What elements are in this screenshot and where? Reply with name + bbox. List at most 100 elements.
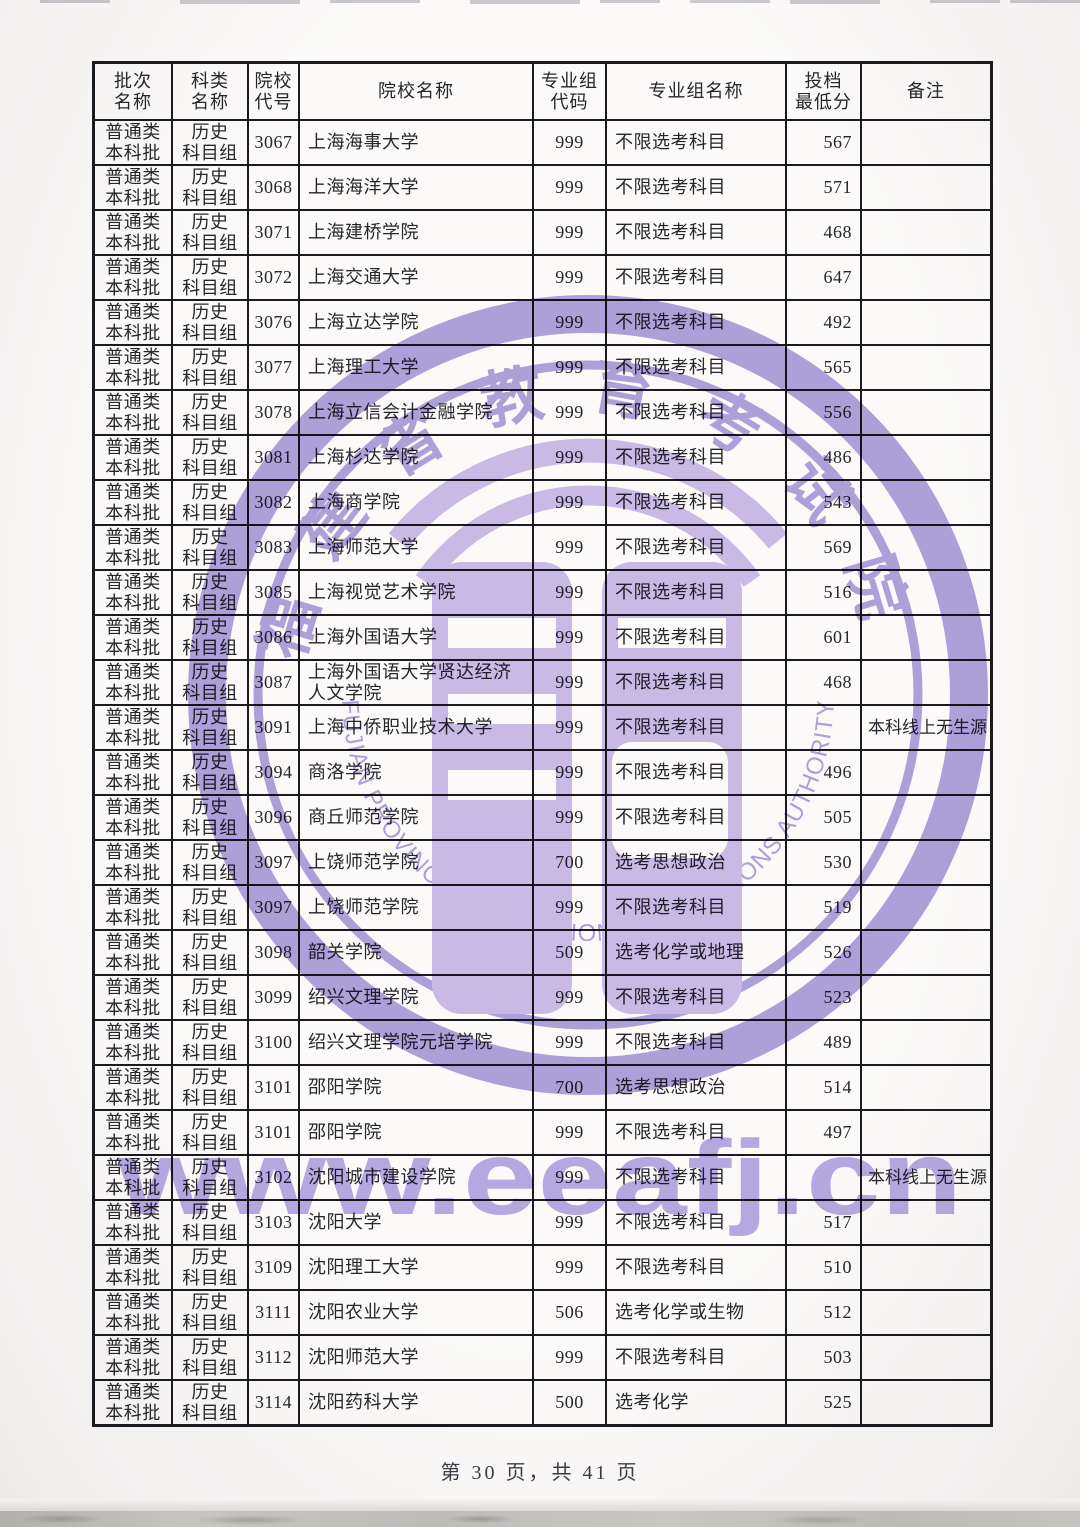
table-group-code: 999 [532, 299, 605, 344]
page-indicator: 第 30 页，共 41 页 [440, 1462, 640, 1484]
table-subject: 历史 科目组 [171, 1019, 247, 1064]
table-college-code: 3087 [247, 659, 298, 704]
table-subject: 历史 科目组 [171, 164, 247, 209]
table-group-name: 不限选考科目 [605, 254, 785, 299]
table-batch: 普通类 本科批 [95, 1154, 171, 1199]
table-subject: 历史 科目组 [171, 344, 247, 389]
table-batch: 普通类 本科批 [95, 1064, 171, 1109]
table-group-name: 不限选考科目 [605, 794, 785, 839]
table-subject: 历史 科目组 [171, 794, 247, 839]
table-min-score [785, 1154, 860, 1199]
admission-score-table: 批次 名称 科类 名称 院校 代号 院校名称 专业组 代码 专业组名称 投档 最… [92, 61, 993, 1427]
table-subject: 历史 科目组 [171, 839, 247, 884]
table-batch: 普通类 本科批 [95, 479, 171, 524]
table-subject: 历史 科目组 [171, 119, 247, 164]
table-group-code: 999 [532, 1334, 605, 1379]
table-remark [860, 569, 990, 614]
table-subject: 历史 科目组 [171, 569, 247, 614]
table-batch: 普通类 本科批 [95, 1244, 171, 1289]
table-remark [860, 1199, 990, 1244]
table-min-score: 569 [785, 524, 860, 569]
table-batch: 普通类 本科批 [95, 209, 171, 254]
column-header-college-code: 院校 代号 [247, 64, 298, 119]
table-min-score: 571 [785, 164, 860, 209]
table-college-name: 上海交通大学 [298, 254, 532, 299]
table-college-name: 上海视觉艺术学院 [298, 569, 532, 614]
column-header-batch: 批次 名称 [114, 70, 152, 112]
table-college-code: 3099 [247, 974, 298, 1019]
table-subject: 历史 科目组 [171, 1289, 247, 1334]
table-group-code: 999 [532, 659, 605, 704]
table-min-score: 647 [785, 254, 860, 299]
table-batch: 普通类 本科批 [95, 794, 171, 839]
table-college-name: 上海商学院 [298, 479, 532, 524]
table-group-name: 不限选考科目 [605, 164, 785, 209]
table-min-score: 468 [785, 209, 860, 254]
table-college-code: 3072 [247, 254, 298, 299]
photo-edge-strip [0, 1511, 1080, 1527]
table-group-code: 999 [532, 1109, 605, 1154]
table-college-code: 3076 [247, 299, 298, 344]
table-group-code: 999 [532, 479, 605, 524]
table-batch: 普通类 本科批 [95, 344, 171, 389]
table-batch: 普通类 本科批 [95, 704, 171, 749]
column-header-min-score: 投档 最低分 [785, 64, 860, 119]
table-group-name: 选考思想政治 [605, 1064, 785, 1109]
table-remark [860, 209, 990, 254]
table-group-code: 999 [532, 164, 605, 209]
table-remark [860, 524, 990, 569]
table-min-score: 510 [785, 1244, 860, 1289]
table-subject: 历史 科目组 [171, 1109, 247, 1154]
table-group-code: 700 [532, 1064, 605, 1109]
table-group-name: 不限选考科目 [605, 119, 785, 164]
table-college-code: 3101 [247, 1064, 298, 1109]
table-subject: 历史 科目组 [171, 884, 247, 929]
table-college-name: 商洛学院 [298, 749, 532, 794]
table-group-name: 不限选考科目 [605, 1109, 785, 1154]
table-group-code: 999 [532, 884, 605, 929]
table-college-code: 3112 [247, 1334, 298, 1379]
table-min-score: 526 [785, 929, 860, 974]
table-group-name: 不限选考科目 [605, 614, 785, 659]
table-subject: 历史 科目组 [171, 1064, 247, 1109]
table-batch: 普通类 本科批 [95, 389, 171, 434]
table-batch: 普通类 本科批 [95, 1019, 171, 1064]
table-college-code: 3103 [247, 1199, 298, 1244]
table-college-code: 3094 [247, 749, 298, 794]
table-batch: 普通类 本科批 [95, 749, 171, 794]
table-group-name: 不限选考科目 [605, 434, 785, 479]
table-min-score: 601 [785, 614, 860, 659]
table-college-name: 上海外国语大学 [298, 614, 532, 659]
table-group-name: 不限选考科目 [605, 389, 785, 434]
table-remark [860, 299, 990, 344]
table-college-name: 上海理工大学 [298, 344, 532, 389]
table-college-code: 3111 [247, 1289, 298, 1334]
table-group-name: 不限选考科目 [605, 344, 785, 389]
table-batch: 普通类 本科批 [95, 839, 171, 884]
table-college-name: 上海立达学院 [298, 299, 532, 344]
table-min-score: 489 [785, 1019, 860, 1064]
table-min-score: 530 [785, 839, 860, 884]
table-group-code: 999 [532, 974, 605, 1019]
column-header-subject: 科类 名称 [171, 64, 247, 119]
table-college-code: 3086 [247, 614, 298, 659]
column-header-remark: 备注 [860, 64, 990, 119]
table-subject: 历史 科目组 [171, 659, 247, 704]
table-remark [860, 929, 990, 974]
table-group-code: 500 [532, 1379, 605, 1424]
table-min-score: 523 [785, 974, 860, 1019]
table-batch: 普通类 本科批 [95, 299, 171, 344]
table-subject: 历史 科目组 [171, 929, 247, 974]
table-college-name: 上海建桥学院 [298, 209, 532, 254]
table-subject: 历史 科目组 [171, 479, 247, 524]
table-group-name: 不限选考科目 [605, 299, 785, 344]
table-group-name: 选考思想政治 [605, 839, 785, 884]
table-batch: 普通类 本科批 [95, 254, 171, 299]
table-remark [860, 614, 990, 659]
table-remark [860, 389, 990, 434]
table-min-score: 486 [785, 434, 860, 479]
table-min-score: 503 [785, 1334, 860, 1379]
table-subject: 历史 科目组 [171, 1379, 247, 1424]
table-min-score: 516 [785, 569, 860, 614]
